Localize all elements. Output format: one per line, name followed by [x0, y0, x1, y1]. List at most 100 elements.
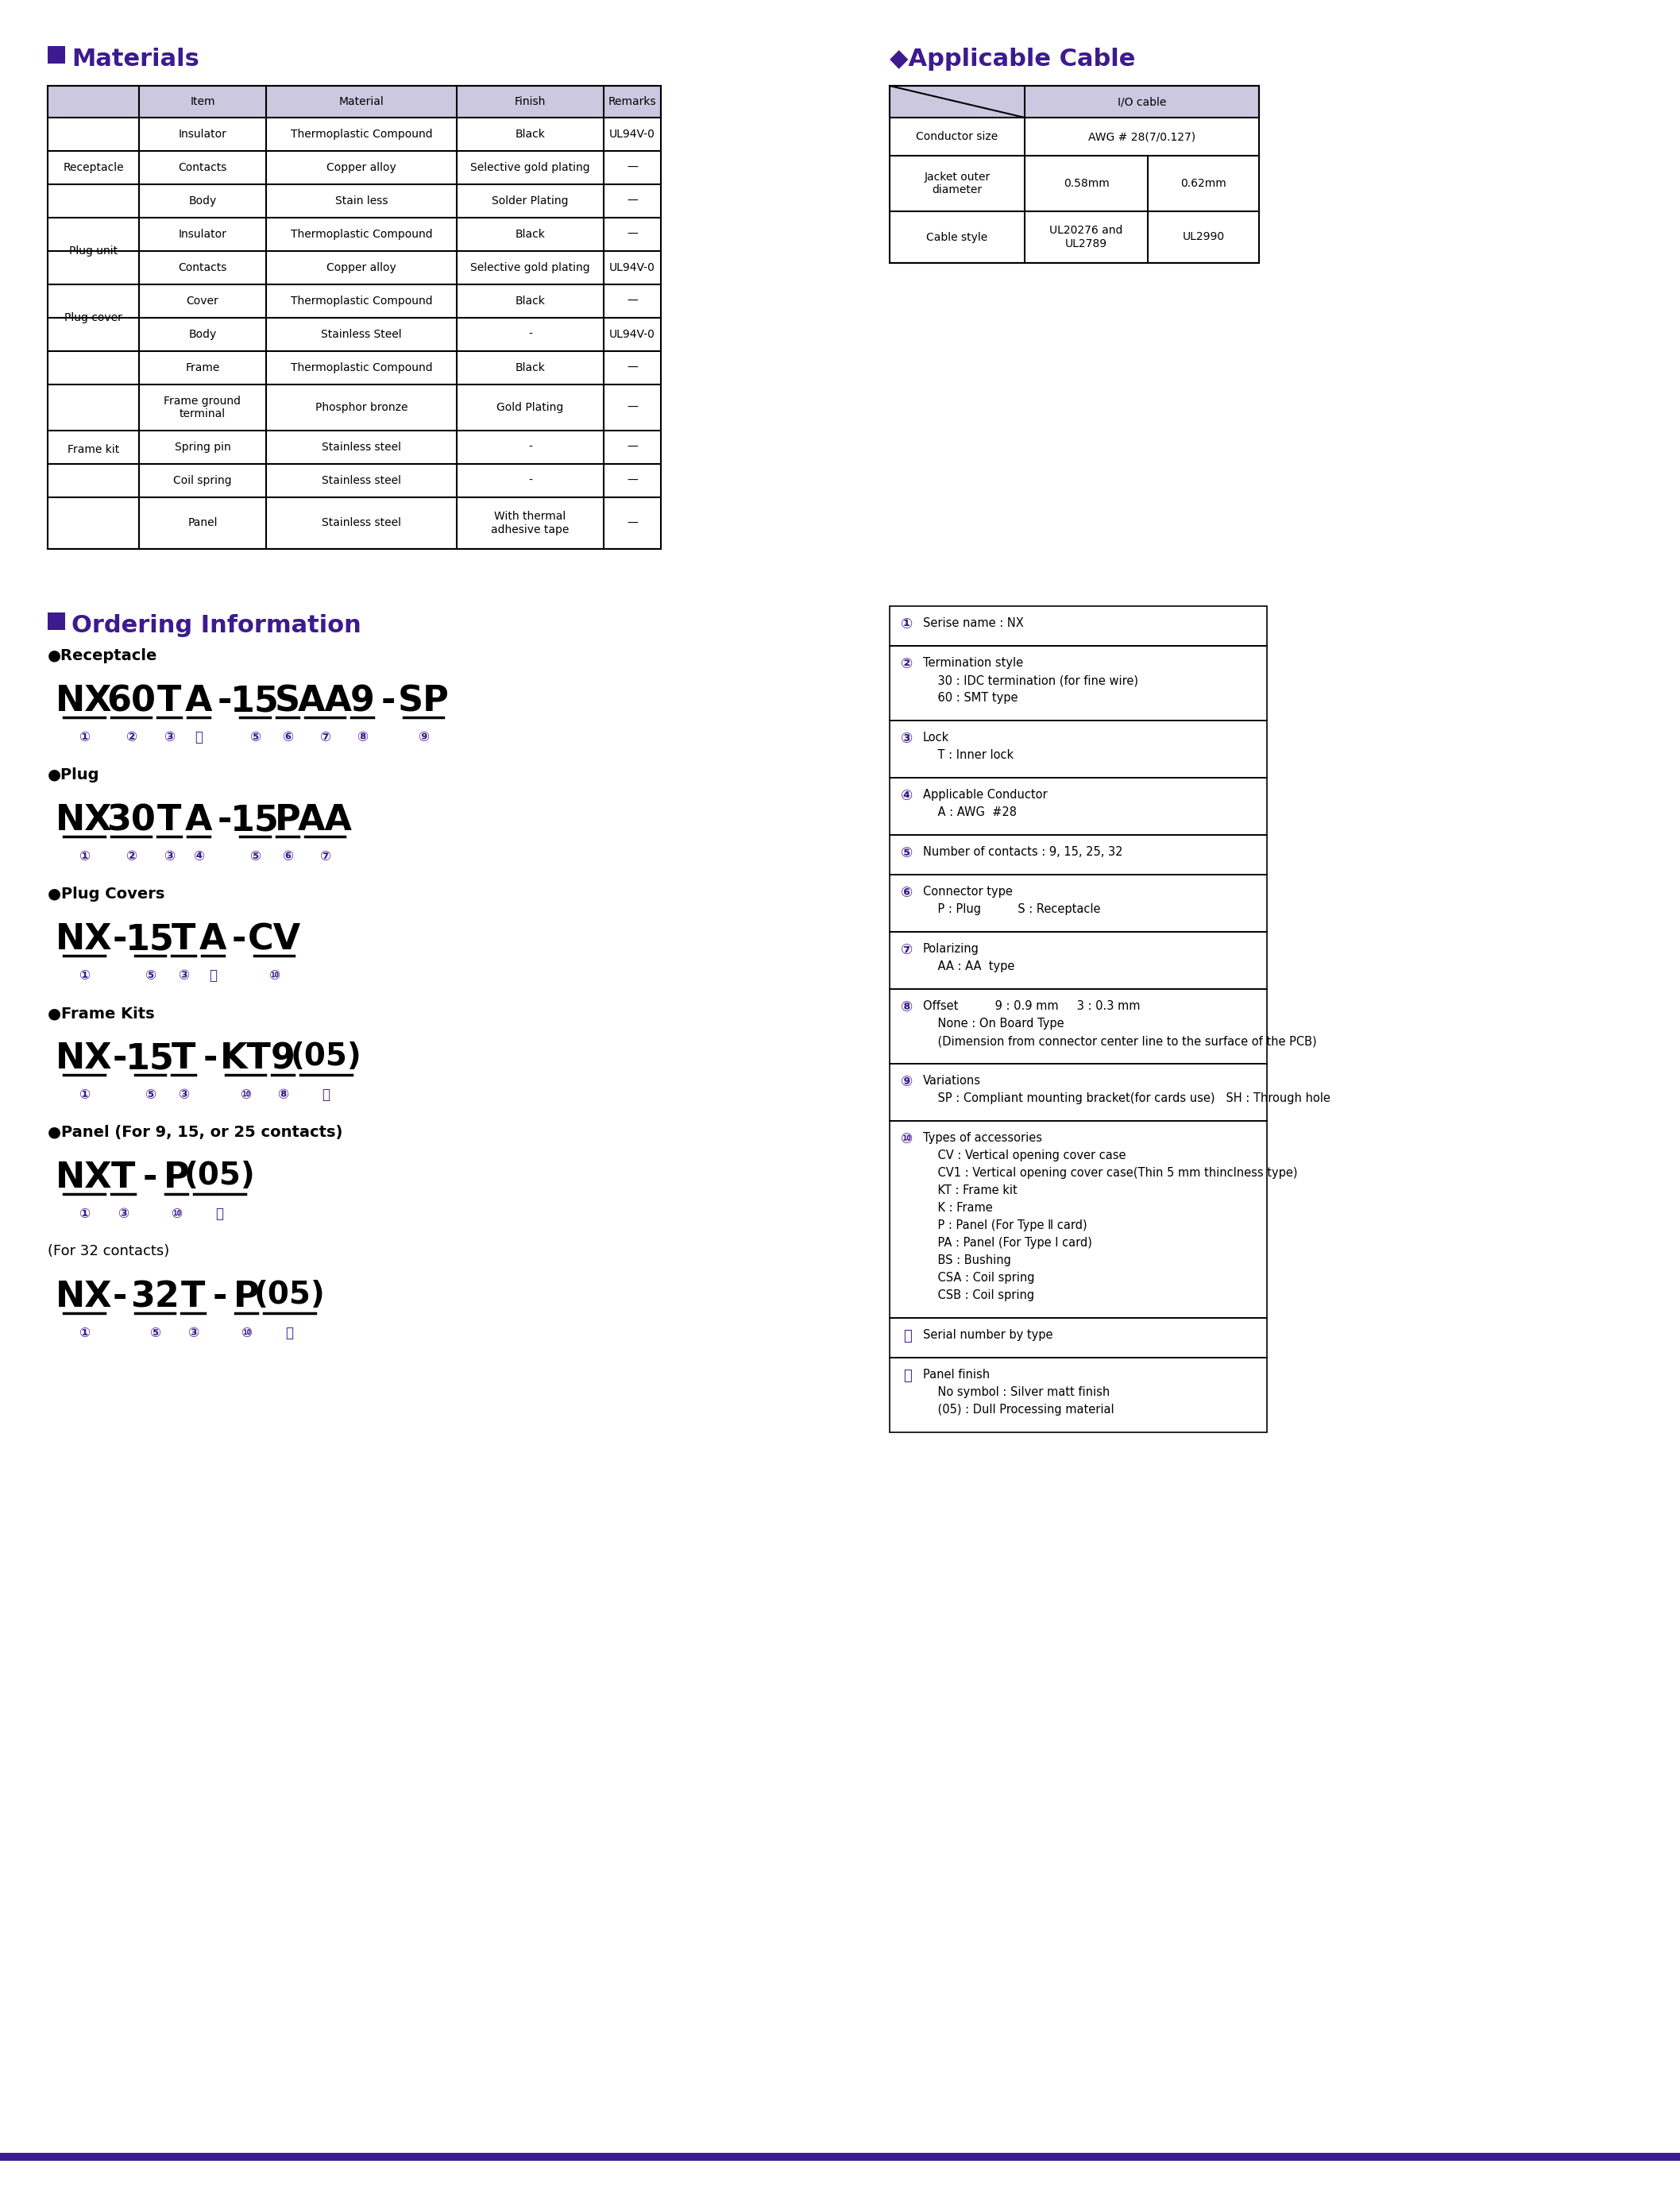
Text: NX: NX: [55, 685, 113, 717]
Text: Stainless steel: Stainless steel: [321, 475, 402, 486]
Text: CSB : Coil spring: CSB : Coil spring: [922, 1290, 1035, 1301]
Text: ⑦: ⑦: [319, 730, 331, 744]
Text: ⑦: ⑦: [900, 943, 914, 958]
Text: 60 : SMT type: 60 : SMT type: [922, 691, 1018, 704]
Text: T: T: [111, 1161, 134, 1194]
Text: (05): (05): [291, 1041, 361, 1072]
Text: (Dimension from connector center line to the surface of the PCB): (Dimension from connector center line to…: [922, 1034, 1317, 1048]
Text: Spring pin: Spring pin: [175, 442, 230, 453]
Text: ⑫: ⑫: [902, 1369, 911, 1382]
Text: Frame: Frame: [185, 363, 220, 374]
Text: Contacts: Contacts: [178, 162, 227, 173]
Text: —: —: [627, 162, 638, 173]
Text: Frame ground
terminal: Frame ground terminal: [165, 396, 240, 420]
Text: Conductor size: Conductor size: [916, 131, 998, 142]
Bar: [890, 875, 1267, 932]
Text: ③: ③: [900, 733, 914, 746]
Text: T: T: [181, 1279, 205, 1314]
Text: —: —: [627, 195, 638, 206]
Bar: [890, 932, 1267, 989]
Text: Solder Plating: Solder Plating: [492, 195, 568, 206]
Text: ⑤: ⑤: [249, 730, 260, 744]
Text: A : AWG  #28: A : AWG #28: [922, 807, 1016, 818]
Text: ③: ③: [163, 730, 175, 744]
Text: -: -: [528, 442, 533, 453]
Text: ⑩: ⑩: [240, 1087, 250, 1102]
Text: ●Frame Kits: ●Frame Kits: [47, 1006, 155, 1021]
Text: ⑤: ⑤: [144, 969, 156, 982]
Text: UL94V-0: UL94V-0: [610, 328, 655, 339]
Text: CV1 : Vertical opening cover case(Thin 5 mm thinclness type): CV1 : Vertical opening cover case(Thin 5…: [922, 1168, 1297, 1179]
Bar: [890, 606, 1267, 645]
Text: Termination style: Termination style: [922, 656, 1023, 669]
Text: Phosphor bronze: Phosphor bronze: [316, 402, 408, 413]
Bar: [890, 1319, 1267, 1358]
Text: ⑨: ⑨: [900, 1074, 914, 1089]
Text: ⑥: ⑥: [900, 886, 914, 901]
Text: K : Frame: K : Frame: [922, 1203, 993, 1214]
Text: Black: Black: [516, 363, 546, 374]
Text: With thermal
adhesive tape: With thermal adhesive tape: [491, 512, 570, 536]
Text: T: T: [171, 1041, 195, 1076]
Text: S: S: [276, 685, 301, 717]
Text: 15: 15: [230, 685, 279, 717]
Bar: [47, 85, 660, 118]
Text: CSA : Coil spring: CSA : Coil spring: [922, 1273, 1035, 1284]
Text: UL94V-0: UL94V-0: [610, 262, 655, 273]
Text: ⑧: ⑧: [356, 730, 368, 744]
Text: CV : Vertical opening cover case: CV : Vertical opening cover case: [922, 1150, 1126, 1161]
Text: Panel finish: Panel finish: [922, 1369, 990, 1380]
Text: Thermoplastic Compound: Thermoplastic Compound: [291, 295, 432, 306]
Text: ⑧: ⑧: [900, 999, 914, 1015]
Text: Thermoplastic Compound: Thermoplastic Compound: [291, 129, 432, 140]
Text: Black: Black: [516, 230, 546, 241]
Text: ③: ③: [178, 969, 190, 982]
Text: (05): (05): [185, 1161, 255, 1190]
Text: PA : Panel (For Type Ⅰ card): PA : Panel (For Type Ⅰ card): [922, 1238, 1092, 1249]
Text: SP: SP: [398, 685, 449, 717]
Text: NX: NX: [55, 923, 113, 956]
Text: -: -: [113, 923, 128, 956]
Text: Thermoplastic Compound: Thermoplastic Compound: [291, 230, 432, 241]
Text: NX: NX: [55, 1041, 113, 1076]
Text: Copper alloy: Copper alloy: [326, 262, 396, 273]
Text: 0.62mm: 0.62mm: [1181, 177, 1226, 188]
Text: UL94V-0: UL94V-0: [610, 129, 655, 140]
Text: ②: ②: [126, 730, 136, 744]
Text: ①: ①: [79, 849, 89, 864]
Text: Selective gold plating: Selective gold plating: [470, 162, 590, 173]
Text: UL2990: UL2990: [1183, 232, 1225, 243]
Bar: [890, 85, 1258, 262]
Text: ⑪: ⑪: [208, 969, 217, 982]
Text: UL20276 and
UL2789: UL20276 and UL2789: [1050, 225, 1122, 249]
Text: Jacket outer
diameter: Jacket outer diameter: [924, 171, 990, 195]
Text: -: -: [217, 685, 232, 717]
Text: -: -: [232, 923, 247, 956]
Text: ①: ①: [79, 1207, 89, 1220]
Text: Variations: Variations: [922, 1074, 981, 1087]
Text: ⑫: ⑫: [323, 1087, 329, 1102]
Text: 9: 9: [349, 685, 375, 717]
Text: Offset          9 : 0.9 mm     3 : 0.3 mm: Offset 9 : 0.9 mm 3 : 0.3 mm: [922, 999, 1141, 1013]
Text: -: -: [113, 1279, 128, 1314]
Text: P : Panel (For Type Ⅱ card): P : Panel (For Type Ⅱ card): [922, 1220, 1087, 1231]
Text: Lock: Lock: [922, 733, 949, 744]
Text: -: -: [217, 803, 232, 838]
Text: 15: 15: [126, 923, 175, 956]
Text: AWG # 28(7/0.127): AWG # 28(7/0.127): [1089, 131, 1196, 142]
Text: Connector type: Connector type: [922, 886, 1013, 897]
Text: Material: Material: [339, 96, 385, 107]
Bar: [890, 1122, 1267, 1319]
Text: ⑫: ⑫: [215, 1207, 223, 1220]
Text: Materials: Materials: [72, 48, 200, 70]
Text: ⑤: ⑤: [150, 1325, 161, 1341]
Text: 30: 30: [106, 803, 156, 838]
Text: Stainless steel: Stainless steel: [321, 442, 402, 453]
Text: 0.58mm: 0.58mm: [1063, 177, 1109, 188]
Text: ②: ②: [900, 656, 914, 671]
Text: (05) : Dull Processing material: (05) : Dull Processing material: [922, 1404, 1114, 1415]
Text: -: -: [528, 328, 533, 339]
Text: ④: ④: [900, 790, 914, 803]
Text: Plug unit: Plug unit: [69, 245, 118, 256]
Text: Polarizing: Polarizing: [922, 943, 979, 956]
